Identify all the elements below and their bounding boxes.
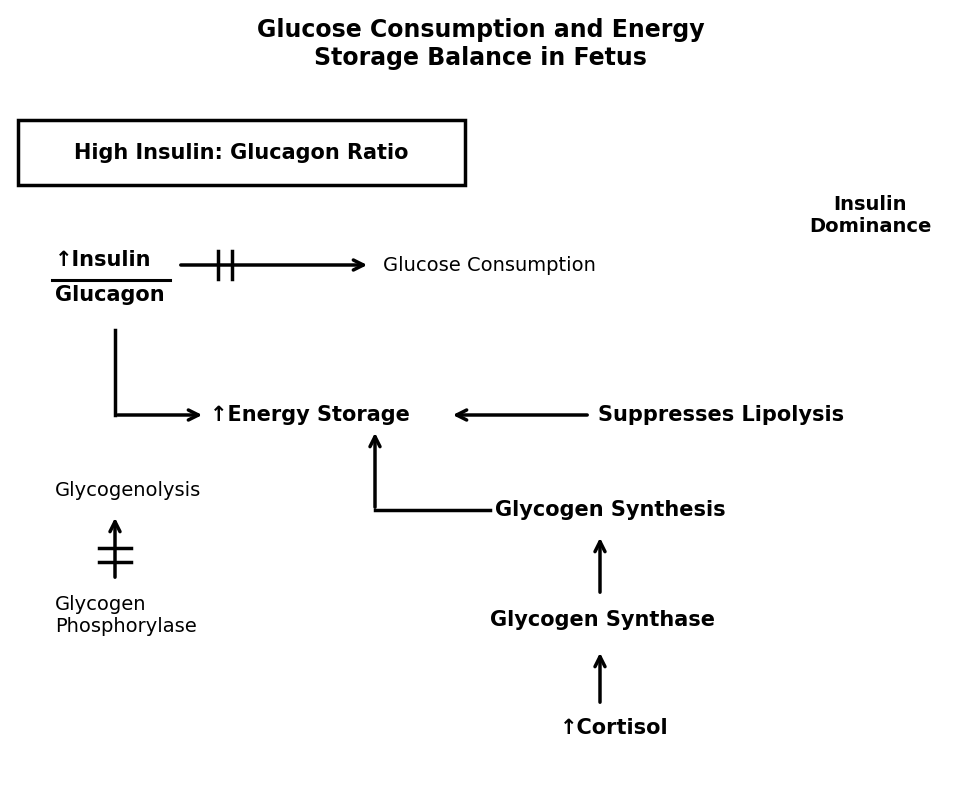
Text: Glucose Consumption and Energy
Storage Balance in Fetus: Glucose Consumption and Energy Storage B…: [257, 18, 704, 70]
Text: Insulin
Dominance: Insulin Dominance: [809, 195, 931, 236]
Text: Glucose Consumption: Glucose Consumption: [383, 255, 596, 274]
Text: ↑Cortisol: ↑Cortisol: [560, 718, 669, 738]
Text: ↑Energy Storage: ↑Energy Storage: [210, 405, 410, 425]
Text: Glycogen Synthesis: Glycogen Synthesis: [495, 500, 726, 520]
Text: Glycogen Synthase: Glycogen Synthase: [490, 610, 715, 630]
Text: ↑Insulin: ↑Insulin: [55, 250, 152, 270]
Text: High Insulin: Glucagon Ratio: High Insulin: Glucagon Ratio: [74, 143, 408, 162]
Text: Suppresses Lipolysis: Suppresses Lipolysis: [598, 405, 844, 425]
Text: Glucagon: Glucagon: [55, 285, 164, 305]
Text: Glycogenolysis: Glycogenolysis: [55, 481, 201, 500]
Bar: [18, 120, 465, 185]
Text: Glycogen
Phosphorylase: Glycogen Phosphorylase: [55, 595, 197, 636]
